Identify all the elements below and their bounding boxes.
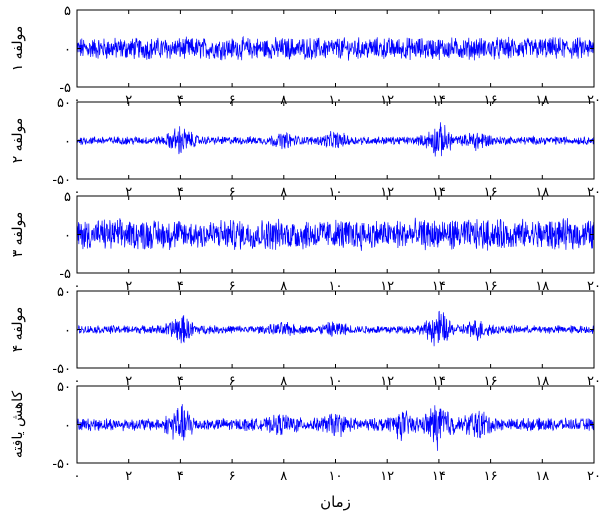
x-tick-label: ۱۶ bbox=[484, 374, 498, 389]
x-tick-label: ۱۴ bbox=[432, 469, 446, 484]
x-tick-label: ۱۸ bbox=[535, 93, 549, 108]
x-tick-label: ۱۲ bbox=[380, 469, 394, 484]
x-tick-label: ۱۰ bbox=[329, 374, 343, 389]
x-tick-label: ۱۲ bbox=[380, 279, 394, 294]
x-tick-label: ۶ bbox=[229, 469, 236, 484]
y-tick-label: ۰ bbox=[64, 135, 71, 150]
y-tick-label: ۵ bbox=[64, 4, 71, 19]
x-tick-label: ۱۴ bbox=[432, 374, 446, 389]
x-tick-label: ۲ bbox=[125, 93, 132, 108]
x-tick-label: ۴ bbox=[177, 374, 184, 389]
y-tick-label: ۰ bbox=[64, 324, 71, 339]
x-tick-label: ۱۲ bbox=[380, 374, 394, 389]
x-tick-label: ۱۰ bbox=[329, 469, 343, 484]
x-tick-label: ۱۶ bbox=[484, 93, 498, 108]
x-tick-label: ۱۰ bbox=[329, 93, 343, 108]
y-tick-label: -۵ bbox=[59, 81, 71, 96]
signal-line-4 bbox=[76, 310, 595, 347]
x-tick-label: ۶ bbox=[229, 185, 236, 200]
signal-line-1 bbox=[76, 35, 595, 61]
x-tick-label: ۱۴ bbox=[432, 279, 446, 294]
x-tick-label: ۴ bbox=[177, 469, 184, 484]
x-tick-label: ۶ bbox=[229, 93, 236, 108]
x-tick-label: ۰ bbox=[74, 469, 81, 484]
y-tick-label: ۰ bbox=[64, 419, 71, 434]
x-tick-label: ۲۰ bbox=[587, 469, 601, 484]
x-tick-label: ۸ bbox=[280, 185, 287, 200]
x-tick-label: ۰ bbox=[74, 93, 81, 108]
x-tick-label: ۱۸ bbox=[535, 279, 549, 294]
x-tick-label: ۸ bbox=[280, 279, 287, 294]
y-axis-label: مولفه ۱ bbox=[10, 26, 26, 72]
x-tick-label: ۲ bbox=[125, 469, 132, 484]
x-tick-label: ۶ bbox=[229, 374, 236, 389]
signal-line-2 bbox=[76, 122, 595, 157]
x-tick-label: ۸ bbox=[280, 469, 287, 484]
x-tick-label: ۶ bbox=[229, 279, 236, 294]
x-tick-label: ۲ bbox=[125, 279, 132, 294]
x-tick-label: ۴ bbox=[177, 93, 184, 108]
x-tick-label: ۱۸ bbox=[535, 374, 549, 389]
x-tick-label: ۲ bbox=[125, 185, 132, 200]
x-tick-label: ۲۰ bbox=[587, 93, 601, 108]
x-tick-label: ۸ bbox=[280, 93, 287, 108]
x-tick-label: ۱۸ bbox=[535, 469, 549, 484]
y-tick-label: ۵۰ bbox=[57, 96, 71, 111]
y-tick-label: -۵ bbox=[59, 267, 71, 282]
x-tick-label: ۰ bbox=[74, 185, 81, 200]
x-tick-label: ۴ bbox=[177, 185, 184, 200]
x-tick-label: ۱۶ bbox=[484, 469, 498, 484]
signal-line-5 bbox=[76, 404, 595, 451]
x-tick-label: ۱۶ bbox=[484, 279, 498, 294]
y-tick-label: -۵۰ bbox=[52, 457, 71, 472]
y-tick-label: -۵۰ bbox=[52, 362, 71, 377]
y-tick-label: ۵۰ bbox=[57, 380, 71, 395]
y-axis-label: مولفه ۲ bbox=[10, 118, 26, 164]
y-tick-label: ۵۰ bbox=[57, 285, 71, 300]
x-tick-label: ۱۰ bbox=[329, 279, 343, 294]
y-axis-label: کاهش یافته bbox=[10, 391, 26, 459]
x-tick-label: ۲۰ bbox=[587, 279, 601, 294]
y-tick-label: -۵۰ bbox=[52, 173, 71, 188]
y-tick-label: ۵ bbox=[64, 190, 71, 205]
y-axis-label: مولفه ۴ bbox=[10, 307, 26, 353]
y-tick-label: ۰ bbox=[64, 43, 71, 58]
x-tick-label: ۱۴ bbox=[432, 93, 446, 108]
x-tick-label: ۲۰ bbox=[587, 374, 601, 389]
x-tick-label: ۰ bbox=[74, 374, 81, 389]
x-tick-label: ۱۲ bbox=[380, 93, 394, 108]
x-tick-label: ۸ bbox=[280, 374, 287, 389]
y-tick-label: ۰ bbox=[64, 229, 71, 244]
signal-line-3 bbox=[76, 217, 595, 251]
x-axis-label: زمان bbox=[320, 493, 351, 511]
x-tick-label: ۰ bbox=[74, 279, 81, 294]
y-axis-label: مولفه ۳ bbox=[10, 212, 26, 258]
x-tick-label: ۴ bbox=[177, 279, 184, 294]
x-tick-label: ۲ bbox=[125, 374, 132, 389]
